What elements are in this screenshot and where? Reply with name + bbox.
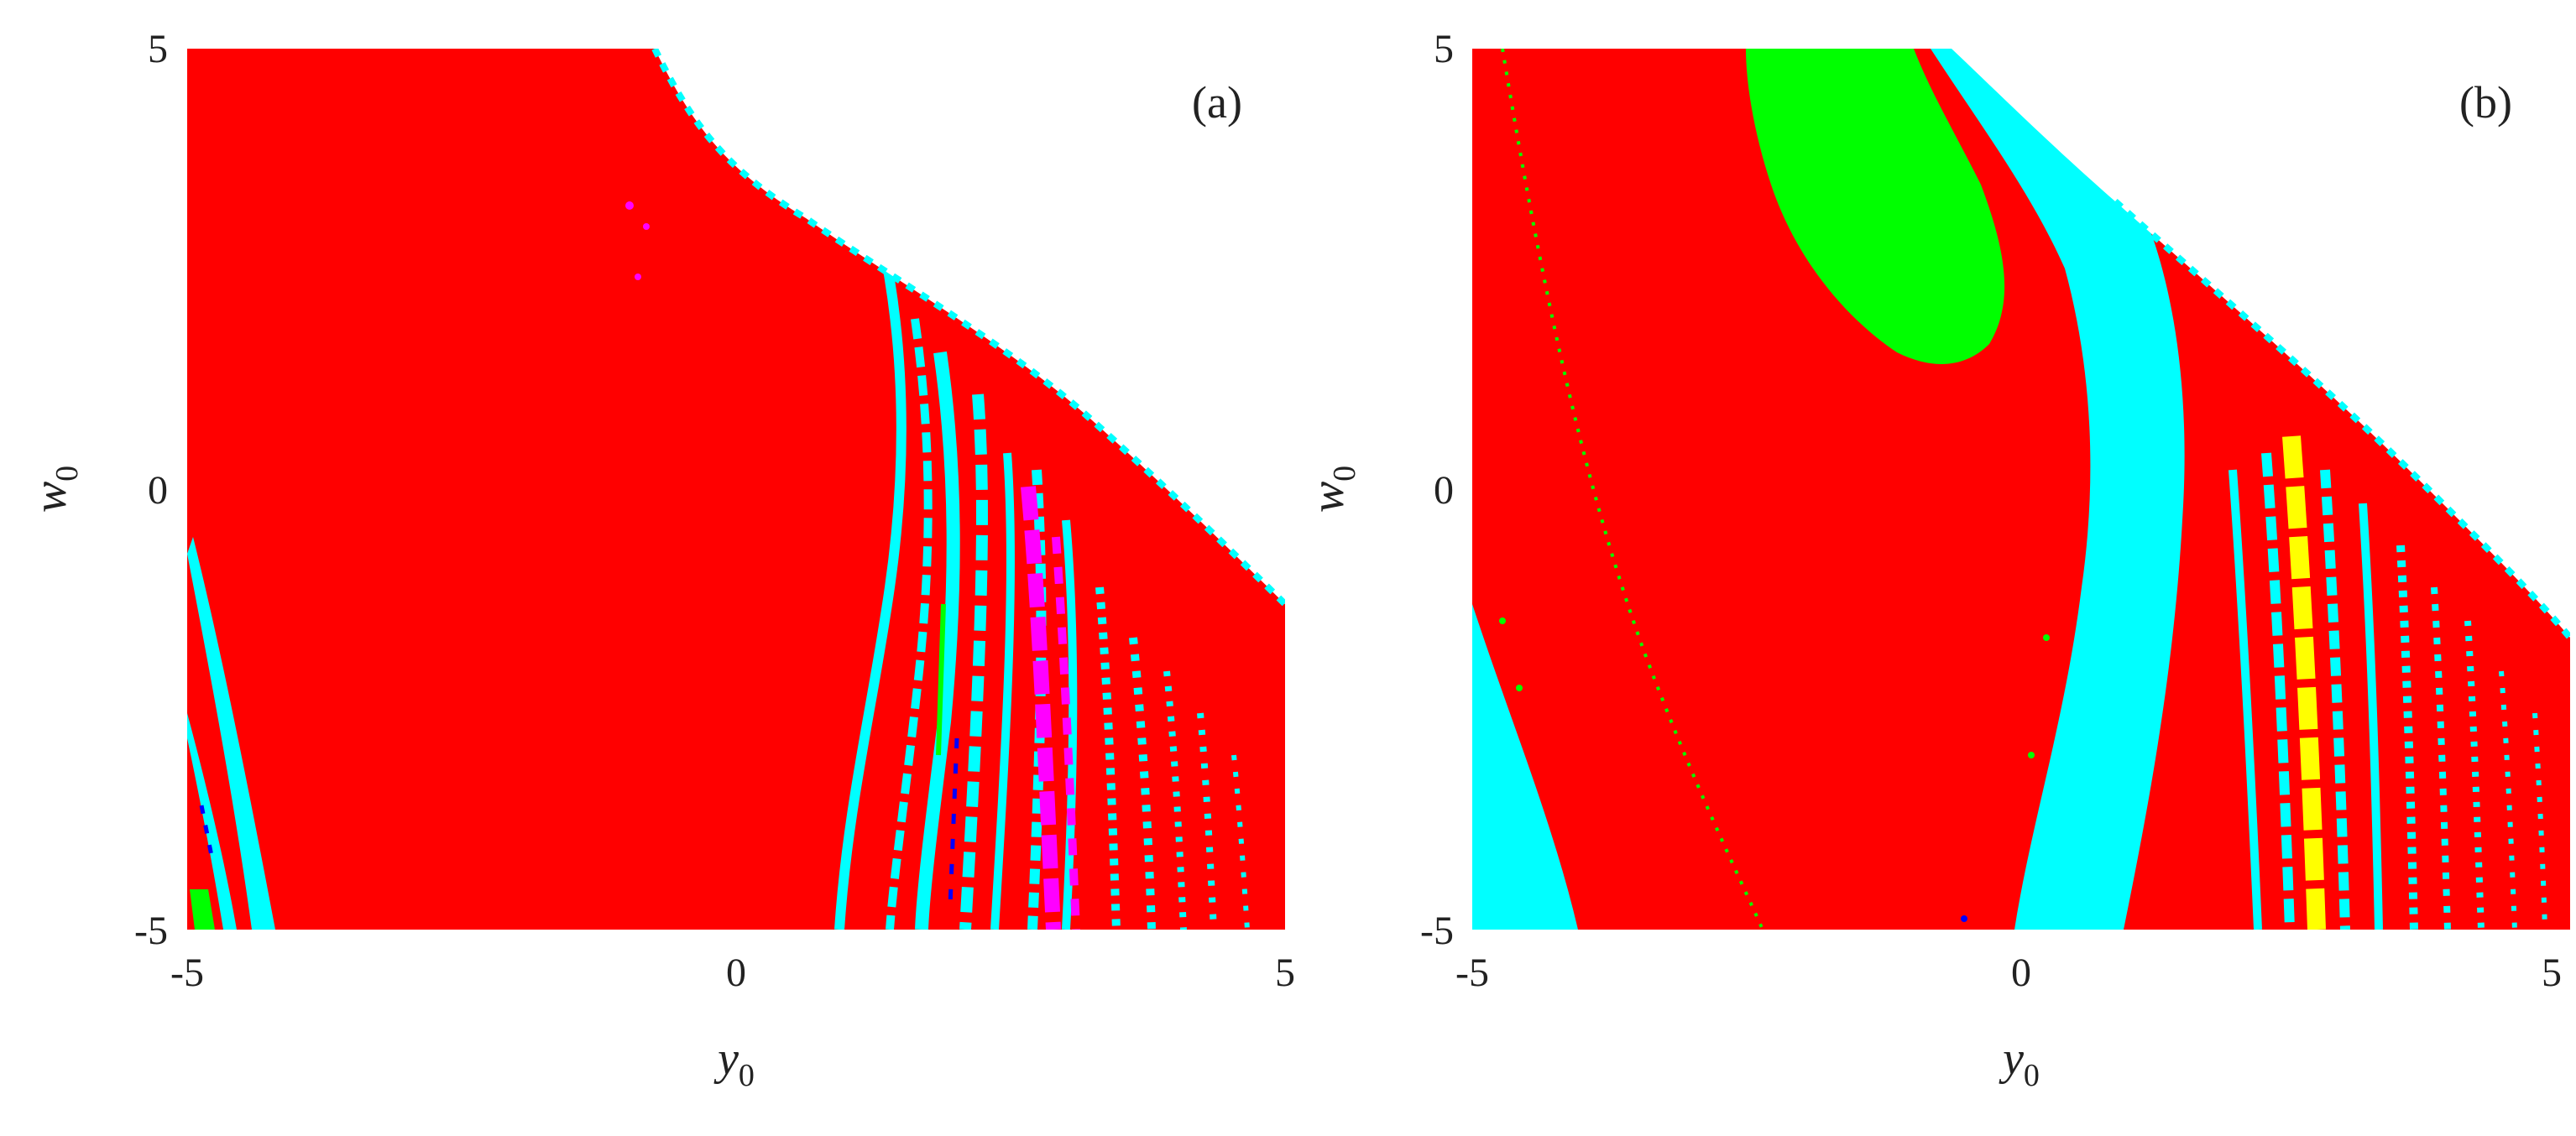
panel-b-boundary-fringe <box>2113 199 2570 640</box>
panel-a-magenta-streak-1 <box>1021 486 1061 930</box>
panel-b-ylabel: w0 <box>1302 466 1362 513</box>
panel-b-stripe-3 <box>2320 469 2350 930</box>
panel-b-dot <box>1499 618 1506 624</box>
panel-a-ytick-top: 5 <box>148 27 168 71</box>
panel-b-stripe-4 <box>2359 503 2383 930</box>
panel-a-left-cyan-band <box>187 537 275 930</box>
panel-b-ytick-top: 5 <box>1434 27 1454 71</box>
panel-a-xtick-right: 5 <box>1275 951 1295 995</box>
panel-b-ytick-bottom: -5 <box>1420 909 1454 953</box>
panel-b-hatch-1 <box>2396 545 2418 930</box>
panel-a-xtick-mid: 0 <box>726 951 746 995</box>
panel-b-label: (b) <box>2459 77 2512 128</box>
panel-b-stripe-2 <box>2261 452 2295 930</box>
panel-b-dot <box>1516 685 1523 691</box>
panel-a-stripe-4 <box>959 393 988 930</box>
panel-a-green-streak <box>936 603 946 756</box>
panel-b-xtick-left: -5 <box>1455 951 1489 995</box>
panel-a-left-green-patch <box>190 889 215 930</box>
panel-a-magenta-streak-2 <box>1052 536 1080 930</box>
panel-a-hatch-2 <box>1129 637 1156 930</box>
panel-b-xlabel: y0 <box>1999 1033 2040 1093</box>
panel-b-undefined-region <box>1952 49 2570 638</box>
panel-b-xtick-right: 5 <box>2542 951 2562 995</box>
panel-a-magenta-speck <box>635 274 641 280</box>
panel-b-central-cyan-band <box>1931 49 2185 930</box>
panel-b-stripe-1 <box>2229 469 2262 930</box>
panel-a-basin-map <box>187 49 1285 930</box>
panel-a-magenta-speck <box>643 223 650 230</box>
panel-a-stripe-1 <box>834 233 907 930</box>
panel-b-dot <box>2043 634 2050 641</box>
panel-a-boundary-fringe <box>651 49 1285 607</box>
panel-a-stripe-6 <box>1027 469 1047 930</box>
panel-a-stripe-7 <box>1062 519 1078 930</box>
panel-a-xtick-left: -5 <box>170 951 204 995</box>
panel-a-label: (a) <box>1192 77 1242 128</box>
panel-a-ytick-bottom: -5 <box>134 909 168 953</box>
panel-b-hatch-4 <box>2499 670 2517 930</box>
panel-a-stripe-5 <box>990 452 1016 930</box>
panel-a-left-cyan-band-2 <box>187 713 237 930</box>
panel-b-dot <box>1961 915 1967 922</box>
panel-a: 5 0 -5 -5 0 5 y0 w0 (a) <box>24 27 1295 1093</box>
panel-b-basin-map <box>1472 49 2570 930</box>
panel-a-hatch-3 <box>1163 670 1187 930</box>
panel-a-magenta-speck <box>625 201 634 210</box>
panel-a-stripe-3 <box>915 351 960 930</box>
panel-b-left-cyan-band <box>1472 604 1578 930</box>
panel-b-green-basin <box>1746 49 2005 364</box>
panel-b: 5 0 -5 -5 0 5 y0 w0 (b) <box>1302 27 2570 1093</box>
panel-b-yellow-streak <box>2282 435 2326 930</box>
panel-b-xtick-mid: 0 <box>2011 951 2031 995</box>
panel-b-ytick-mid: 0 <box>1434 468 1454 513</box>
panel-a-stripe-2 <box>886 318 933 930</box>
panel-a-ytick-mid: 0 <box>148 468 168 513</box>
panel-a-xlabel: y0 <box>713 1033 755 1093</box>
panel-a-blue-streak <box>948 737 959 907</box>
panel-b-hatch-5 <box>2532 712 2547 930</box>
panel-b-dot <box>2028 752 2035 758</box>
panel-a-ylabel: w0 <box>24 466 85 513</box>
panel-a-hatch-1 <box>1095 586 1121 930</box>
